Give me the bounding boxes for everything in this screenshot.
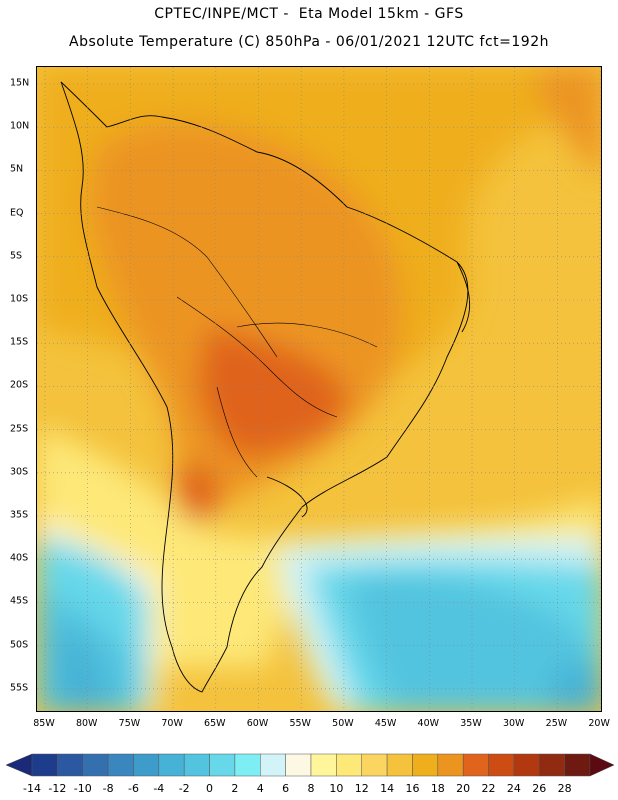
lat-tick-label: 10N [10, 120, 30, 132]
lat-tick-label: 40S [10, 552, 29, 564]
colorbar-swatch [361, 753, 388, 777]
colorbar-swatch [336, 753, 362, 777]
map-title: CPTEC/INPE/MCT - Eta Model 15km - GFS [154, 6, 464, 22]
lon-tick-label: 80W [75, 718, 98, 729]
lon-tick-label: 70W [161, 718, 183, 729]
lon-tick-label: 85W [33, 718, 55, 729]
colorbar-swatch [437, 753, 464, 777]
lat-tick-label: 10S [10, 293, 29, 305]
colorbar-swatch [462, 753, 489, 777]
colorbar-value: 18 [430, 782, 445, 795]
lon-tick-label: 45W [374, 718, 397, 729]
lat-tick-label: 5S [10, 250, 23, 262]
temperature-map [36, 66, 602, 712]
colorbar-swatch [107, 753, 134, 777]
colorbar-value: 4 [256, 782, 264, 795]
colorbar-swatch [260, 753, 286, 777]
colorbar-swatch [31, 753, 58, 777]
lat-tick-label: 30S [10, 466, 29, 478]
lat-tick-label: EQ [10, 207, 24, 219]
coastlines [60, 81, 471, 693]
country-borders [96, 206, 378, 478]
colorbar-swatch [488, 753, 515, 777]
lon-tick-label: 55W [289, 718, 311, 729]
colorbar-value: 16 [405, 782, 420, 795]
colorbar-value: -14 [23, 782, 41, 795]
colorbar-value: 12 [354, 782, 369, 795]
lat-tick-label: 20S [10, 379, 29, 391]
colorbar-value: 24 [506, 782, 521, 795]
map-subtitle: Absolute Temperature (C) 850hPa - 06/01/… [69, 34, 549, 50]
lat-tick-label: 55S [10, 682, 29, 694]
colorbar-value: -10 [73, 782, 92, 795]
colorbar-value: 28 [557, 782, 572, 795]
colorbar-swatch [564, 753, 591, 777]
lon-tick-label: 30W [502, 718, 525, 729]
colorbar-value: 14 [380, 782, 395, 795]
colorbar-swatch [209, 753, 236, 777]
map-canvas [37, 67, 601, 711]
lon-tick-label: 20W [588, 718, 610, 729]
colorbar [5, 753, 615, 777]
lon-tick-label: 75W [118, 718, 141, 729]
lon-tick-label: 35W [460, 718, 482, 729]
colorbar-under-arrow [5, 753, 33, 777]
colorbar-value: -6 [127, 782, 139, 795]
colorbar-swatch [183, 753, 210, 777]
colorbar-swatch [539, 753, 565, 777]
colorbar-value: 2 [231, 782, 239, 795]
colorbar-swatch [57, 753, 83, 777]
colorbar-value: 22 [481, 782, 496, 795]
colorbar-value: 26 [532, 782, 547, 795]
colorbar-swatch [412, 753, 439, 777]
colorbar-swatch [386, 753, 413, 777]
lat-tick-label: 5N [10, 163, 24, 175]
lat-tick-label: 50S [10, 639, 29, 651]
colorbar-value: 20 [456, 782, 471, 795]
colorbar-swatch [133, 753, 160, 777]
colorbar-swatch [285, 753, 312, 777]
colorbar-value: 6 [282, 782, 290, 795]
lat-tick-label: 15S [10, 336, 29, 348]
colorbar-value: 8 [307, 782, 315, 795]
lon-tick-label: 25W [545, 718, 568, 729]
colorbar-swatch [158, 753, 185, 777]
lon-tick-label: 65W [204, 718, 226, 729]
lat-tick-label: 35S [10, 509, 29, 521]
lat-tick-label: 45S [10, 595, 29, 607]
colorbar-value: 10 [329, 782, 344, 795]
lon-tick-label: 50W [332, 718, 354, 729]
colorbar-swatch [513, 753, 540, 777]
colorbar-value: -12 [48, 782, 67, 795]
colorbar-over-arrow [589, 753, 615, 777]
colorbar-value: -8 [102, 782, 114, 795]
colorbar-swatch [310, 753, 337, 777]
colorbar-value: -2 [178, 782, 190, 795]
colorbar-value: 0 [206, 782, 214, 795]
lon-tick-label: 60W [246, 718, 269, 729]
colorbar-value: -4 [153, 782, 165, 795]
lon-tick-label: 40W [417, 718, 440, 729]
colorbar-swatch [234, 753, 261, 777]
lat-tick-label: 15N [10, 77, 30, 89]
colorbar-swatch [82, 753, 109, 777]
lat-tick-label: 25S [10, 423, 29, 435]
